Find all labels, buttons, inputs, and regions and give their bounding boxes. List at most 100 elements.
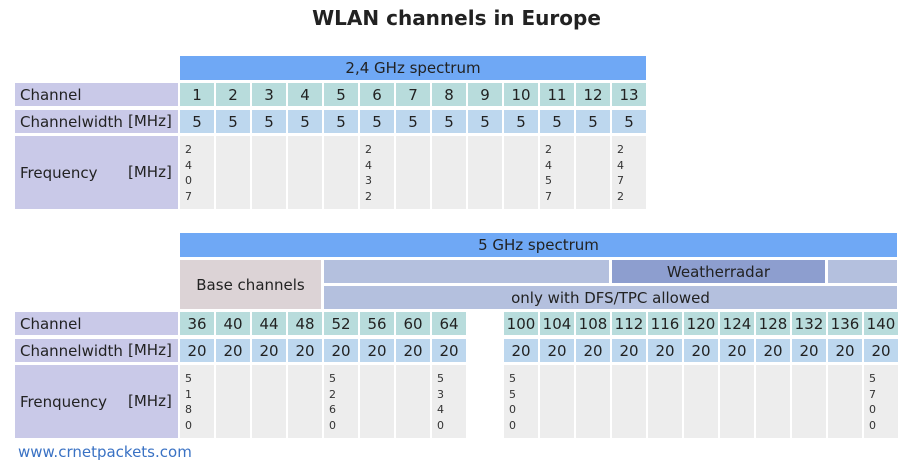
row-label: Channel [15, 312, 178, 335]
channel-cell: 1 [180, 83, 214, 106]
channel-cell: 8 [432, 83, 466, 106]
width-cell: 20 [756, 339, 790, 362]
channel-cell: 11 [540, 83, 574, 106]
width-cell: 20 [324, 339, 358, 362]
frequency-cell: 2457 [540, 136, 574, 209]
frequency-value: 2457 [545, 143, 552, 203]
channel-cell: 7 [396, 83, 430, 106]
channel-cell: 116 [648, 312, 682, 335]
width-cell: 5 [540, 110, 574, 133]
channel-cell: 2 [216, 83, 250, 106]
channel-cell: 3 [252, 83, 286, 106]
frequency-cell [216, 136, 250, 209]
channel-cell: 44 [252, 312, 286, 335]
channel-cell: 64 [432, 312, 466, 335]
frequency-value: 5180 [185, 372, 192, 432]
band-bar [828, 260, 897, 283]
channel-cell: 120 [684, 312, 718, 335]
width-cell: 20 [576, 339, 610, 362]
unit-label: [MHz] [128, 112, 172, 130]
width-cell: 5 [180, 110, 214, 133]
frequency-value: 5340 [437, 372, 444, 432]
channel-cell: 13 [612, 83, 646, 106]
footer: www.crnetpackets.com [18, 443, 192, 461]
channel-cell: 100 [504, 312, 538, 335]
width-cell: 5 [288, 110, 322, 133]
row-label: Channel [15, 83, 178, 106]
width-cell: 20 [180, 339, 214, 362]
frequency-cell [288, 136, 322, 209]
width-cell: 5 [360, 110, 394, 133]
channel-cell: 52 [324, 312, 358, 335]
width-cell: 20 [432, 339, 466, 362]
channel-cell: 112 [612, 312, 646, 335]
row-label: Channelwidth [MHz] [15, 110, 178, 133]
frequency-cell [288, 365, 322, 438]
frequency-cell [396, 136, 430, 209]
channel-cell: 4 [288, 83, 322, 106]
frequency-cell [576, 365, 610, 438]
frequency-value: 5700 [869, 372, 876, 432]
frequency-value: 2407 [185, 143, 192, 203]
width-cell: 5 [216, 110, 250, 133]
channel-cell: 104 [540, 312, 574, 335]
frequency-cell [432, 136, 466, 209]
width-cell: 5 [504, 110, 538, 133]
channel-cell: 40 [216, 312, 250, 335]
frequency-cell [756, 365, 790, 438]
width-cell: 20 [288, 339, 322, 362]
band-bar [324, 260, 609, 283]
weatherradar: Weatherradar [612, 260, 825, 283]
frequency-cell [648, 365, 682, 438]
channel-cell: 108 [576, 312, 610, 335]
frequency-cell: 2432 [360, 136, 394, 209]
frequency-value: 2432 [365, 143, 372, 203]
width-cell: 5 [432, 110, 466, 133]
width-cell: 20 [828, 339, 862, 362]
channel-cell: 140 [864, 312, 898, 335]
row-label: Frenquency [MHz] [15, 365, 178, 438]
spectrum-header: 2,4 GHz spectrum [180, 56, 646, 80]
frequency-cell [540, 365, 574, 438]
channel-cell: 60 [396, 312, 430, 335]
frequency-cell [360, 365, 394, 438]
channel-cell: 136 [828, 312, 862, 335]
channel-cell: 56 [360, 312, 394, 335]
width-cell: 20 [864, 339, 898, 362]
width-cell: 20 [684, 339, 718, 362]
width-cell: 20 [360, 339, 394, 362]
width-cell: 20 [648, 339, 682, 362]
channel-cell: 48 [288, 312, 322, 335]
channel-cell: 12 [576, 83, 610, 106]
frequency-cell [216, 365, 250, 438]
unit-label: [MHz] [128, 163, 172, 181]
dfs-note: only with DFS/TPC allowed [324, 286, 897, 309]
width-cell: 20 [252, 339, 286, 362]
width-cell: 20 [504, 339, 538, 362]
width-cell: 5 [576, 110, 610, 133]
frequency-value: 5260 [329, 372, 336, 432]
width-cell: 5 [396, 110, 430, 133]
frequency-cell: 2472 [612, 136, 646, 209]
spectrum-header: 5 GHz spectrum [180, 233, 897, 257]
frequency-cell: 5500 [504, 365, 538, 438]
title: WLAN channels in Europe [312, 6, 601, 30]
channel-cell: 9 [468, 83, 502, 106]
frequency-cell [396, 365, 430, 438]
channel-cell: 124 [720, 312, 754, 335]
frequency-cell [504, 136, 538, 209]
width-cell: 5 [324, 110, 358, 133]
width-cell: 20 [216, 339, 250, 362]
channel-cell: 10 [504, 83, 538, 106]
width-cell: 5 [252, 110, 286, 133]
frequency-cell: 2407 [180, 136, 214, 209]
frequency-cell [252, 365, 286, 438]
frequency-value: 2472 [617, 143, 624, 203]
channel-cell: 36 [180, 312, 214, 335]
frequency-cell [720, 365, 754, 438]
channel-cell: 132 [792, 312, 826, 335]
width-cell: 20 [720, 339, 754, 362]
frequency-cell: 5180 [180, 365, 214, 438]
frequency-cell: 5700 [864, 365, 898, 438]
